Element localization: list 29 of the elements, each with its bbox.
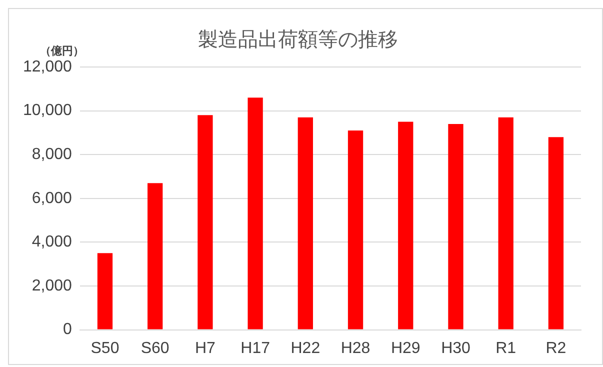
bar	[348, 130, 364, 330]
bar	[298, 117, 313, 330]
x-tick-label: R2	[546, 340, 566, 357]
x-tick-label: H30	[441, 340, 471, 357]
x-tick-label: H29	[390, 340, 420, 357]
y-axis-title: （億円）	[40, 44, 84, 58]
y-tick-label: 0	[63, 321, 72, 338]
bar	[198, 115, 213, 330]
x-tick-label: H17	[240, 340, 270, 357]
bar	[498, 117, 514, 330]
y-tick-label: 4,000	[32, 234, 72, 251]
bar	[398, 122, 414, 330]
bar	[448, 124, 464, 330]
bar	[248, 98, 263, 330]
y-tick-label: 2,000	[32, 277, 72, 294]
y-tick-label: 12,000	[23, 58, 72, 76]
x-tick-label: H22	[290, 340, 320, 357]
y-tick-label: 8,000	[32, 146, 72, 164]
x-tick-label: S50	[90, 340, 120, 357]
y-tick-label: 10,000	[23, 102, 72, 120]
bar	[97, 253, 113, 330]
bar	[148, 183, 163, 330]
x-tick-label: R1	[496, 340, 516, 357]
chart-title: 製造品出荷額等の推移	[198, 27, 398, 52]
x-tick-label: H7	[194, 340, 216, 357]
y-tick-label: 6,000	[32, 190, 72, 207]
bar	[548, 137, 564, 330]
x-tick-label: S60	[140, 340, 170, 357]
x-tick-label: H28	[340, 340, 370, 357]
